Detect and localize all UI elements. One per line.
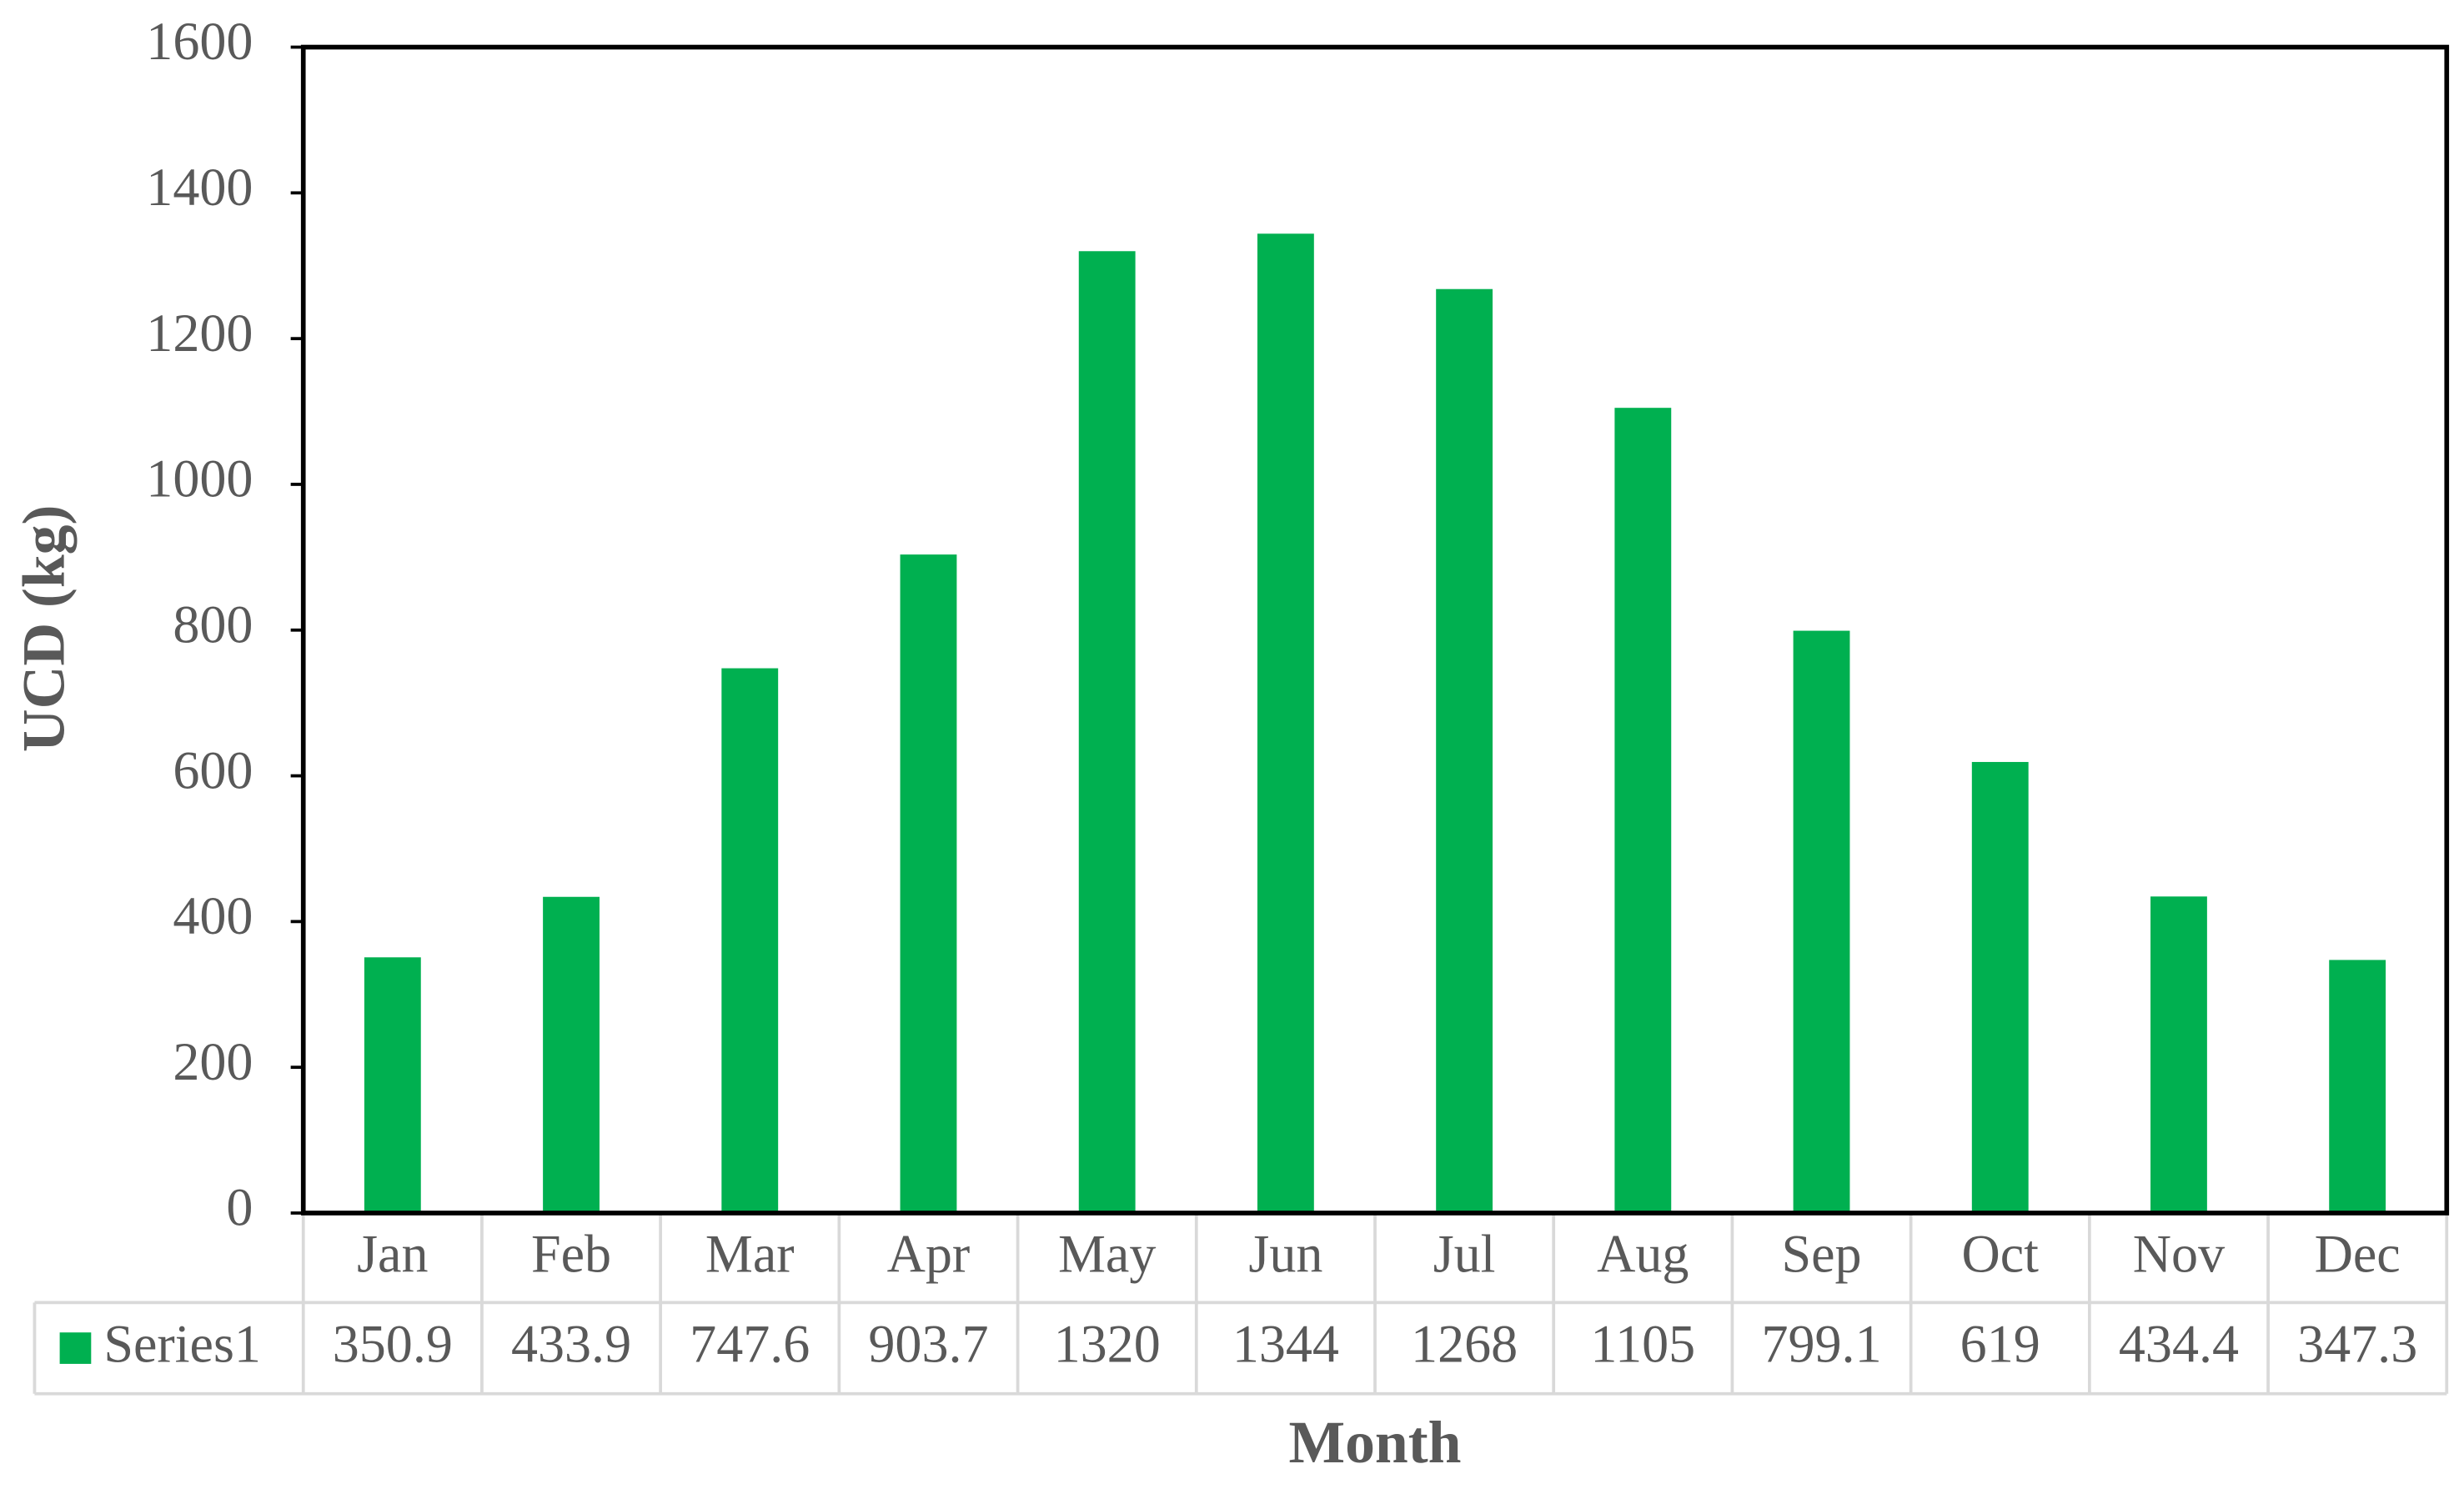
x-tick-label: Jan xyxy=(357,1224,428,1283)
x-tick-label: May xyxy=(1058,1224,1156,1283)
y-axis-title: UCD (kg) xyxy=(12,505,78,752)
y-tick-label: 200 xyxy=(173,1032,253,1091)
x-axis-title: Month xyxy=(1289,1410,1462,1476)
y-tick-label: 1000 xyxy=(146,449,253,509)
table-value: 747.6 xyxy=(690,1315,810,1374)
x-tick-label: Dec xyxy=(2315,1224,2401,1283)
bar xyxy=(364,957,421,1213)
y-tick-label: 1600 xyxy=(146,12,253,71)
x-tick-label: Sep xyxy=(1781,1224,1861,1283)
bar xyxy=(2150,896,2207,1213)
x-tick-label: Mar xyxy=(705,1224,795,1283)
x-tick-label: Jul xyxy=(1433,1224,1496,1283)
table-value: 434.4 xyxy=(2119,1315,2239,1374)
legend-label: Series1 xyxy=(103,1315,261,1374)
bar xyxy=(1436,288,1493,1213)
table-value: 619 xyxy=(1960,1315,2040,1374)
bar xyxy=(2329,960,2386,1213)
x-tick-label: Nov xyxy=(2133,1224,2226,1283)
y-tick-label: 0 xyxy=(226,1178,253,1237)
x-tick-label: Aug xyxy=(1597,1224,1689,1283)
bar xyxy=(543,896,600,1213)
table-value: 350.9 xyxy=(333,1315,453,1374)
y-tick-label: 1400 xyxy=(146,158,253,217)
y-tick-label: 400 xyxy=(173,886,253,945)
bar xyxy=(1257,233,1314,1213)
x-tick-label: Oct xyxy=(1961,1224,2039,1283)
bar xyxy=(1793,630,1850,1213)
x-tick-label: Jun xyxy=(1248,1224,1322,1283)
table-value: 1268 xyxy=(1411,1315,1518,1374)
bar xyxy=(1614,408,1672,1213)
bar xyxy=(721,668,779,1213)
y-tick-label: 1200 xyxy=(146,303,253,363)
table-value: 1344 xyxy=(1232,1315,1339,1374)
table-value: 433.9 xyxy=(511,1315,631,1374)
y-tick-label: 800 xyxy=(173,594,253,654)
table-value: 347.3 xyxy=(2297,1315,2417,1374)
plot-frame xyxy=(300,44,2450,1216)
table-value: 903.7 xyxy=(868,1315,988,1374)
bar xyxy=(1971,761,2029,1213)
table-value: 799.1 xyxy=(1761,1315,1881,1374)
table-value: 1105 xyxy=(1590,1315,1695,1374)
x-tick-label: Feb xyxy=(531,1224,611,1283)
bar xyxy=(1078,251,1136,1213)
y-tick-label: 600 xyxy=(173,740,253,800)
x-tick-label: Apr xyxy=(887,1224,971,1283)
legend-swatch xyxy=(59,1332,92,1364)
bar xyxy=(900,554,957,1213)
table-value: 1320 xyxy=(1054,1315,1161,1374)
